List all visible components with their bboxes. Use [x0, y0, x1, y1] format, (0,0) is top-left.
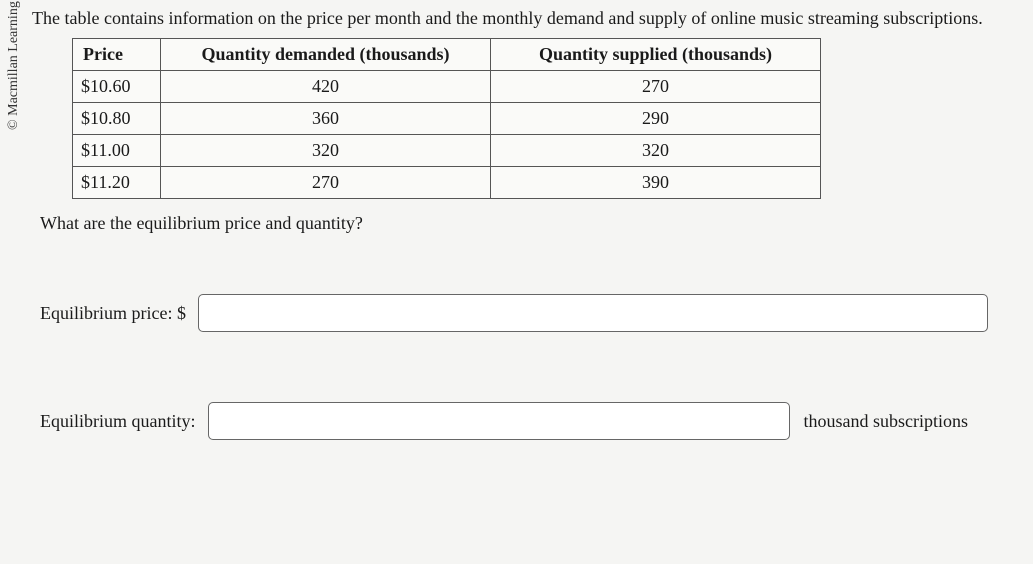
table-header-row: Price Quantity demanded (thousands) Quan… — [73, 39, 821, 71]
quantity-field-row: Equilibrium quantity: thousand subscript… — [40, 402, 1023, 440]
cell-supply: 270 — [491, 71, 821, 103]
cell-price: $11.00 — [73, 135, 161, 167]
data-table-wrap: Price Quantity demanded (thousands) Quan… — [72, 38, 1023, 199]
table-row: $10.80 360 290 — [73, 103, 821, 135]
col-header-price: Price — [73, 39, 161, 71]
table-row: $11.20 270 390 — [73, 167, 821, 199]
main-content: The table contains information on the pr… — [0, 0, 1033, 450]
data-table: Price Quantity demanded (thousands) Quan… — [72, 38, 821, 199]
equilibrium-quantity-input[interactable] — [208, 402, 790, 440]
question-text: What are the equilibrium price and quant… — [40, 213, 1023, 234]
cell-demand: 270 — [161, 167, 491, 199]
quantity-label: Equilibrium quantity: — [40, 411, 196, 432]
cell-price: $10.80 — [73, 103, 161, 135]
cell-supply: 390 — [491, 167, 821, 199]
table-row: $10.60 420 270 — [73, 71, 821, 103]
price-field-row: Equilibrium price: $ — [40, 294, 1023, 332]
equilibrium-price-input[interactable] — [198, 294, 988, 332]
cell-price: $11.20 — [73, 167, 161, 199]
col-header-demand: Quantity demanded (thousands) — [161, 39, 491, 71]
cell-supply: 320 — [491, 135, 821, 167]
quantity-unit: thousand subscriptions — [804, 411, 969, 432]
price-label: Equilibrium price: $ — [40, 303, 186, 324]
cell-demand: 420 — [161, 71, 491, 103]
intro-text: The table contains information on the pr… — [32, 6, 1023, 30]
cell-demand: 320 — [161, 135, 491, 167]
cell-supply: 290 — [491, 103, 821, 135]
copyright-text: © Macmillan Learning — [6, 1, 22, 130]
table-row: $11.00 320 320 — [73, 135, 821, 167]
cell-demand: 360 — [161, 103, 491, 135]
col-header-supply: Quantity supplied (thousands) — [491, 39, 821, 71]
cell-price: $10.60 — [73, 71, 161, 103]
